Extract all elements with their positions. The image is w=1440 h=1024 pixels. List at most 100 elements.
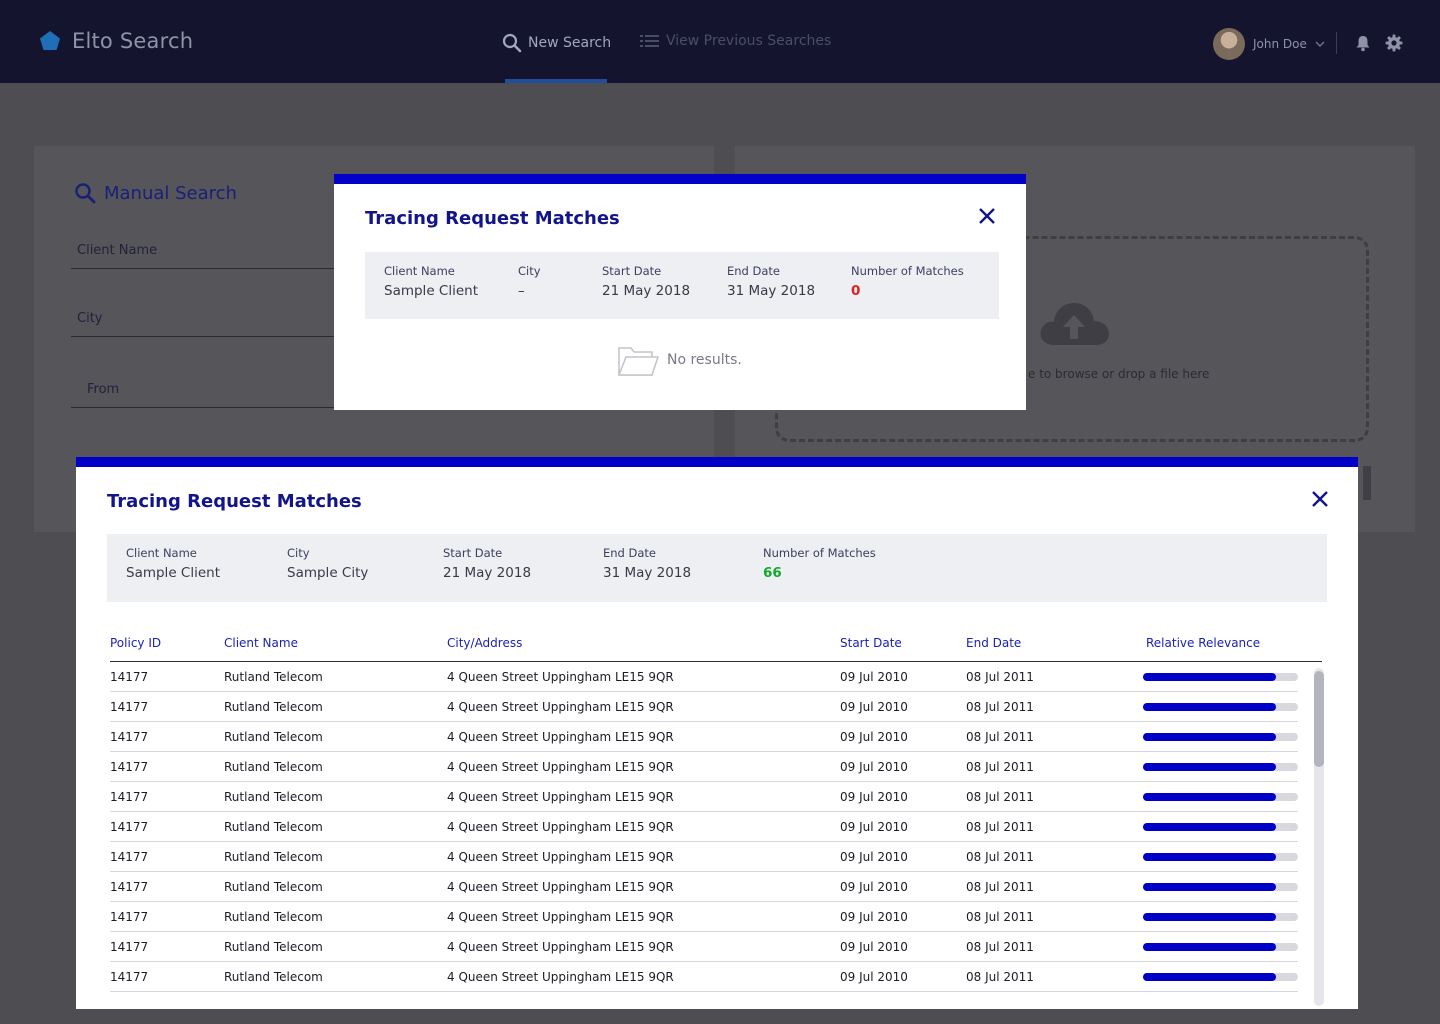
relevance-bar xyxy=(1143,943,1298,951)
summary-client-name: Client Name Sample Client xyxy=(126,546,220,581)
cell-client-name: Rutland Telecom xyxy=(224,670,323,684)
column-header-address[interactable]: City/Address xyxy=(447,636,523,650)
cell-address: 4 Queen Street Uppingham LE15 9QR xyxy=(447,790,674,804)
table-row[interactable]: 14177 Rutland Telecom 4 Queen Street Uppin… xyxy=(110,722,1298,752)
cell-start-date: 09 Jul 2010 xyxy=(840,730,908,744)
table-row[interactable]: 14177 Rutland Telecom 4 Queen Street Uppin… xyxy=(110,662,1298,692)
from-date-field[interactable]: From xyxy=(71,382,371,408)
city-field[interactable]: City xyxy=(71,311,371,337)
cell-end-date: 08 Jul 2011 xyxy=(966,820,1034,834)
table-row[interactable]: 14177 Rutland Telecom 4 Queen Street Uppin… xyxy=(110,782,1298,812)
tab-new-search[interactable]: New Search xyxy=(502,33,611,53)
summary-value: – xyxy=(518,283,525,299)
cell-policy-id: 14177 xyxy=(110,820,149,834)
user-menu[interactable]: John Doe xyxy=(1213,28,1325,60)
manual-search-title: Manual Search xyxy=(74,182,237,204)
cell-address: 4 Queen Street Uppingham LE15 9QR xyxy=(447,730,674,744)
nav-divider xyxy=(1336,32,1337,54)
cell-client-name: Rutland Telecom xyxy=(224,970,323,984)
brand[interactable]: Elto Search xyxy=(38,29,193,53)
column-header-end-date[interactable]: End Date xyxy=(966,636,1022,650)
chevron-down-icon xyxy=(1315,41,1325,47)
table-row[interactable]: 14177 Rutland Telecom 4 Queen Street Uppin… xyxy=(110,932,1298,962)
cell-address: 4 Queen Street Uppingham LE15 9QR xyxy=(447,820,674,834)
summary-label: City xyxy=(518,264,541,278)
table-header: Policy ID Client Name City/Address Start… xyxy=(110,627,1322,662)
upload-button-edge[interactable] xyxy=(1363,466,1371,500)
cell-end-date: 08 Jul 2011 xyxy=(966,730,1034,744)
summary-match-count: Number of Matches 66 xyxy=(763,546,876,581)
cell-policy-id: 14177 xyxy=(110,730,149,744)
table-scrollbar[interactable] xyxy=(1314,668,1324,1006)
summary-label: Number of Matches xyxy=(763,546,876,560)
summary-start-date: Start Date 21 May 2018 xyxy=(443,546,531,581)
matches-table: Policy ID Client Name City/Address Start… xyxy=(110,627,1324,1007)
search-icon xyxy=(75,183,96,204)
cell-address: 4 Queen Street Uppingham LE15 9QR xyxy=(447,760,674,774)
cell-start-date: 09 Jul 2010 xyxy=(840,820,908,834)
cell-client-name: Rutland Telecom xyxy=(224,790,323,804)
folder-open-icon xyxy=(617,347,659,376)
manual-search-heading: Manual Search xyxy=(104,182,237,204)
cell-start-date: 09 Jul 2010 xyxy=(840,790,908,804)
cloud-upload-icon xyxy=(1040,303,1109,345)
relevance-bar xyxy=(1143,703,1298,711)
relevance-bar xyxy=(1143,763,1298,771)
cell-client-name: Rutland Telecom xyxy=(224,880,323,894)
relevance-bar-fill xyxy=(1143,973,1277,981)
table-row[interactable]: 14177 Rutland Telecom 4 Queen Street Uppin… xyxy=(110,752,1298,782)
cell-end-date: 08 Jul 2011 xyxy=(966,790,1034,804)
summary-value: Sample Client xyxy=(384,283,478,299)
relevance-bar-fill xyxy=(1143,913,1277,921)
summary-label: City xyxy=(287,546,310,560)
relevance-bar-fill xyxy=(1143,823,1277,831)
bell-icon[interactable] xyxy=(1354,34,1372,52)
client-name-field[interactable]: Client Name xyxy=(71,243,371,269)
column-header-policy-id[interactable]: Policy ID xyxy=(110,636,162,650)
table-row[interactable]: 14177 Rutland Telecom 4 Queen Street Uppin… xyxy=(110,872,1298,902)
user-name: John Doe xyxy=(1253,37,1307,51)
cell-end-date: 08 Jul 2011 xyxy=(966,880,1034,894)
search-icon xyxy=(502,33,522,53)
relevance-bar xyxy=(1143,973,1298,981)
cell-client-name: Rutland Telecom xyxy=(224,820,323,834)
request-summary: Client Name Sample Client City Sample Ci… xyxy=(107,534,1327,602)
modal-title: Tracing Request Matches xyxy=(107,491,362,512)
summary-label: End Date xyxy=(603,546,656,560)
table-row[interactable]: 14177 Rutland Telecom 4 Queen Street Uppin… xyxy=(110,692,1298,722)
match-count-value: 0 xyxy=(851,283,861,299)
close-icon[interactable] xyxy=(977,206,997,226)
cell-end-date: 08 Jul 2011 xyxy=(966,940,1034,954)
table-row[interactable]: 14177 Rutland Telecom 4 Queen Street Uppin… xyxy=(110,962,1298,992)
cell-client-name: Rutland Telecom xyxy=(224,850,323,864)
cell-start-date: 09 Jul 2010 xyxy=(840,910,908,924)
tab-previous-searches[interactable]: View Previous Searches xyxy=(640,33,831,49)
table-row[interactable]: 14177 Rutland Telecom 4 Queen Street Uppin… xyxy=(110,812,1298,842)
summary-label: End Date xyxy=(727,264,780,278)
column-header-relevance[interactable]: Relative Relevance xyxy=(1146,636,1261,650)
empty-state-text: No results. xyxy=(667,352,742,368)
gear-icon[interactable] xyxy=(1385,34,1403,52)
tracing-matches-modal-empty: Tracing Request Matches Client Name Samp… xyxy=(334,174,1026,410)
tab-new-search-label: New Search xyxy=(528,35,612,51)
scrollbar-thumb[interactable] xyxy=(1314,671,1324,767)
relevance-bar-fill xyxy=(1143,943,1277,951)
from-label: From xyxy=(87,382,120,397)
close-icon[interactable] xyxy=(1310,489,1330,509)
list-icon xyxy=(640,35,659,47)
cell-end-date: 08 Jul 2011 xyxy=(966,670,1034,684)
table-row[interactable]: 14177 Rutland Telecom 4 Queen Street Uppin… xyxy=(110,902,1298,932)
cell-address: 4 Queen Street Uppingham LE15 9QR xyxy=(447,910,674,924)
cell-policy-id: 14177 xyxy=(110,970,149,984)
relevance-bar xyxy=(1143,883,1298,891)
file-dropzone[interactable]: e to browse or drop a file here xyxy=(775,236,1369,442)
cell-start-date: 09 Jul 2010 xyxy=(840,940,908,954)
relevance-bar xyxy=(1143,733,1298,741)
cell-policy-id: 14177 xyxy=(110,880,149,894)
table-row[interactable]: 14177 Rutland Telecom 4 Queen Street Uppin… xyxy=(110,842,1298,872)
column-header-start-date[interactable]: Start Date xyxy=(840,636,902,650)
relevance-bar xyxy=(1143,823,1298,831)
summary-start-date: Start Date 21 May 2018 xyxy=(602,264,690,299)
cell-client-name: Rutland Telecom xyxy=(224,700,323,714)
column-header-client-name[interactable]: Client Name xyxy=(224,636,298,650)
